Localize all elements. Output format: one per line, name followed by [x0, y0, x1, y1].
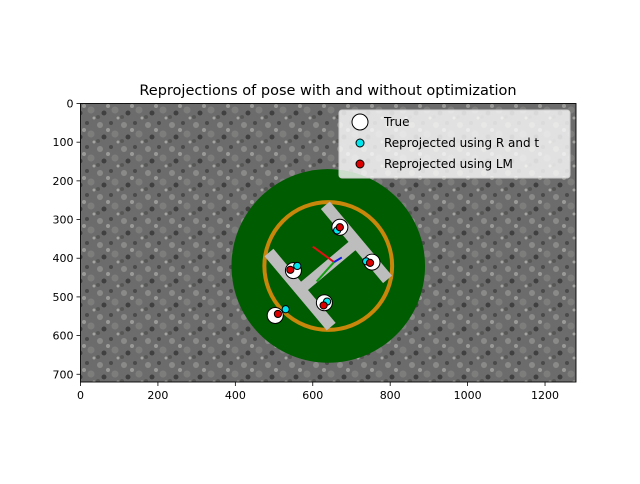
y-tick-label: 400	[53, 252, 74, 265]
legend-label-2: Reprojected using LM	[384, 157, 513, 171]
x-tick-label: 200	[147, 389, 168, 402]
pose-axis-z	[333, 256, 343, 263]
pose-axis-y	[315, 261, 335, 283]
chart-title: Reprojections of pose with and without o…	[139, 83, 516, 99]
point-series-2-2	[365, 258, 375, 267]
y-tick-label: 700	[53, 368, 74, 381]
axes-frame	[80, 103, 577, 383]
y-axis: 0 100 200 300 400 500 600 700	[53, 98, 81, 381]
pose-axis-x	[312, 245, 335, 263]
x-tick-label: 1000	[454, 389, 482, 402]
h-crossbar	[298, 239, 359, 293]
x-axis: 0 200 400 600 800 1000 1200	[77, 382, 559, 402]
point-series-2-4	[273, 309, 283, 319]
point-series-2-3	[319, 301, 328, 310]
y-tick-label: 600	[53, 330, 74, 343]
legend-label-0: True	[383, 115, 410, 129]
y-tick-label: 100	[53, 136, 74, 149]
y-tick-label: 500	[53, 291, 74, 304]
legend-marker-2	[355, 159, 365, 169]
legend-marker-1	[355, 138, 365, 148]
point-series-1-4	[281, 305, 290, 314]
point-series-2-0	[335, 223, 344, 232]
h-left-bar	[264, 248, 336, 331]
series-2	[273, 223, 375, 319]
y-tick-label: 300	[53, 214, 74, 227]
x-tick-label: 600	[302, 389, 323, 402]
data-marks	[266, 218, 381, 324]
x-tick-label: 0	[77, 389, 84, 402]
point-series-2-1	[286, 265, 295, 274]
legend-label-1: Reprojected using R and t	[384, 136, 539, 150]
legend-box	[338, 109, 571, 179]
y-tick-label: 200	[53, 175, 74, 188]
legend: True Reprojected using R and t Reprojected…	[338, 109, 571, 179]
point-series-1-1	[293, 261, 302, 271]
y-tick-label: 0	[67, 98, 74, 111]
x-tick-label: 1200	[531, 389, 559, 402]
legend-marker-0	[351, 113, 369, 131]
landing-pad-ring	[262, 200, 395, 332]
x-tick-label: 400	[225, 389, 246, 402]
x-tick-label: 800	[380, 389, 401, 402]
